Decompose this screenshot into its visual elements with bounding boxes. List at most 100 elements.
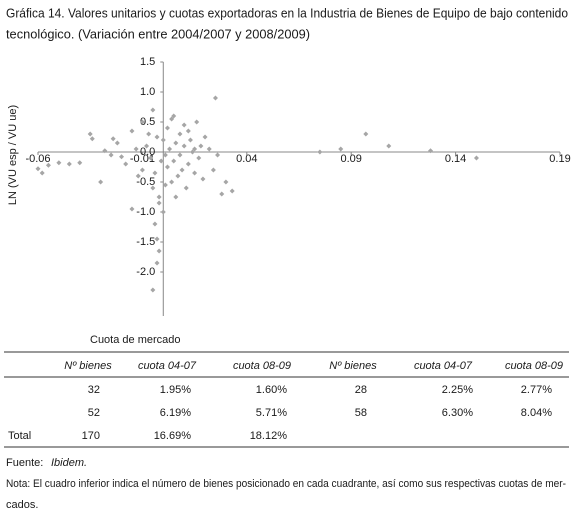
table-cell: 6.19%	[160, 407, 191, 419]
table-cell: 16.69%	[154, 430, 192, 442]
x-tick-label: 0.19	[549, 153, 570, 165]
point	[177, 131, 183, 137]
point	[196, 155, 202, 161]
point	[129, 206, 135, 212]
table-header: cuota 04-07	[414, 360, 473, 372]
point	[171, 158, 177, 164]
note-line: cados.	[6, 499, 38, 511]
point	[135, 173, 141, 179]
point	[363, 131, 369, 137]
point	[154, 236, 160, 242]
table-cell: 170	[82, 430, 100, 442]
point	[164, 164, 170, 170]
point	[181, 143, 187, 149]
point	[215, 152, 221, 158]
point	[219, 191, 225, 197]
point	[45, 162, 51, 168]
point	[56, 160, 62, 166]
y-tick-label: -2.0	[136, 266, 155, 278]
point	[192, 146, 198, 152]
x-tick-label: -0.06	[25, 153, 50, 165]
point	[148, 155, 154, 161]
point	[77, 160, 83, 166]
point	[169, 116, 175, 122]
x-tick-label: 0.14	[445, 153, 466, 165]
point	[206, 146, 212, 152]
point	[123, 161, 129, 167]
point	[150, 107, 156, 113]
table-header: cuota 08-09	[233, 360, 291, 372]
table-cell: 32	[88, 384, 100, 396]
point	[139, 119, 145, 125]
y-tick-label: 1.5	[140, 56, 155, 68]
point	[473, 155, 479, 161]
y-tick-label: -0.5	[136, 176, 155, 188]
x-tick-label: 0.09	[340, 153, 361, 165]
point	[162, 152, 168, 158]
table-cell: 28	[355, 384, 367, 396]
point	[185, 161, 191, 167]
point	[198, 143, 204, 149]
title-line: Gráfica 14. Valores unitarios y cuotas e…	[6, 6, 568, 20]
point	[190, 149, 196, 155]
x-tick-label: 0.04	[236, 153, 257, 165]
table-cell: 2.25%	[442, 384, 473, 396]
table-cell: 1.95%	[160, 384, 191, 396]
table-cell: 5.71%	[256, 407, 287, 419]
point	[158, 158, 164, 164]
note-line: Nota: El cuadro inferior indica el númer…	[6, 478, 566, 490]
point	[183, 185, 189, 191]
point	[171, 113, 177, 119]
point	[39, 170, 45, 176]
point	[154, 134, 160, 140]
point	[156, 200, 162, 206]
y-tick-label: 1.0	[140, 86, 155, 98]
table-header: cuota 04-07	[138, 360, 197, 372]
point	[173, 194, 179, 200]
point	[98, 179, 104, 185]
point	[129, 128, 135, 134]
row-label: Total	[8, 430, 31, 442]
point	[150, 287, 156, 293]
point	[114, 140, 120, 146]
point	[156, 248, 162, 254]
point	[200, 176, 206, 182]
point	[144, 143, 150, 149]
title-line: tecnológico. (Variación entre 2004/2007 …	[6, 27, 310, 41]
y-axis-label: LN (VU esp / VU ue)	[7, 105, 19, 205]
point	[210, 167, 216, 173]
point	[187, 137, 193, 143]
point	[177, 152, 183, 158]
table-cell: 52	[88, 407, 100, 419]
point	[160, 137, 166, 143]
point	[175, 173, 181, 179]
point	[108, 152, 114, 158]
table-cell: 58	[355, 407, 367, 419]
y-tick-label: -1.0	[136, 206, 155, 218]
point	[119, 154, 125, 160]
x-axis-label: Cuota de mercado	[90, 334, 181, 346]
point	[110, 136, 116, 142]
table-header: Nº bienes	[329, 360, 377, 372]
point	[66, 161, 72, 167]
point	[192, 170, 198, 176]
point	[173, 140, 179, 146]
source-label: Fuente:	[6, 457, 43, 469]
point	[162, 182, 168, 188]
point	[152, 221, 158, 227]
point	[428, 148, 434, 154]
y-tick-label: 0.5	[140, 116, 155, 128]
point	[185, 128, 191, 134]
point	[150, 185, 156, 191]
table-cell: 1.60%	[256, 384, 287, 396]
point	[194, 119, 200, 125]
point	[386, 143, 392, 149]
point	[338, 146, 344, 152]
point	[152, 170, 158, 176]
point	[156, 194, 162, 200]
table-cell: 6.30%	[442, 407, 473, 419]
point	[164, 125, 170, 131]
point	[181, 122, 187, 128]
point	[87, 131, 93, 137]
point	[212, 95, 218, 101]
